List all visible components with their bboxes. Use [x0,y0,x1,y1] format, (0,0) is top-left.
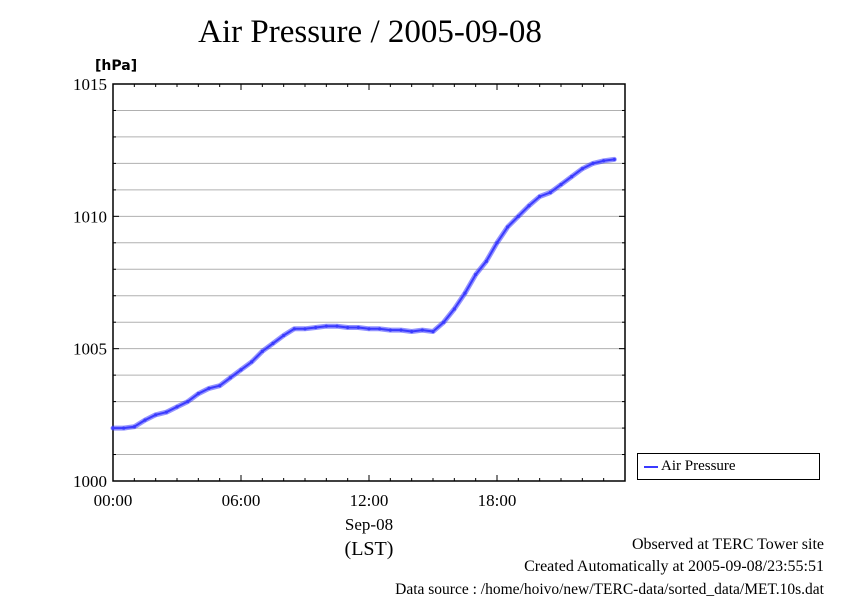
footer-data-source: Data source : /home/hoivo/new/TERC-data/… [395,581,824,598]
series-point [122,426,126,430]
series-point [559,182,563,187]
series-point [591,161,595,165]
series-point [196,392,200,396]
x-axis-timezone-label: (LST) [345,538,394,560]
series-point [410,329,414,334]
plot-frame [112,83,626,482]
series-point [271,341,275,345]
series-point [463,291,467,295]
series-point [335,324,339,328]
series-point [239,368,243,372]
series-point [260,349,264,353]
series-point [474,272,478,277]
series-point [516,214,520,218]
y-tick-label: 1010 [73,207,107,226]
legend-label: Air Pressure [661,458,736,474]
x-tick-label: 18:00 [478,491,517,510]
series-point [111,426,115,430]
x-axis-date-label: Sep-08 [345,515,393,534]
legend-swatch [644,466,658,468]
series-point [314,325,318,330]
series-point [175,405,179,409]
series-point [303,327,307,331]
chart-legend: Air Pressure [637,453,820,480]
series-point [218,384,222,388]
series-point [538,194,542,199]
y-tick-label: 1000 [73,472,107,491]
series-point [602,159,606,163]
series-point [164,410,168,414]
series-point [580,167,584,171]
series-point [356,325,360,330]
series-point [186,400,190,404]
series-point [612,157,616,162]
x-tick-label: 12:00 [350,491,389,510]
series-point [324,324,328,328]
series-point [228,376,232,380]
series-point [484,259,488,263]
series-point [442,320,446,324]
y-tick-label: 1005 [73,340,107,359]
series-point [420,328,424,332]
series-point [431,329,435,334]
series-point [132,425,136,429]
y-tick-label: 1015 [73,75,107,94]
series-point [452,307,456,311]
series-point [207,386,211,390]
series-point [250,360,254,364]
series-point [282,333,286,338]
series-point [495,241,499,245]
footer-created-at: Created Automatically at 2005-09-08/23:5… [524,558,824,575]
series-line [113,158,615,430]
series-point [388,328,392,332]
series-line-halo [110,156,617,431]
series-point [378,327,382,331]
series-point [570,175,574,179]
series-point [154,413,158,417]
series-point [548,190,552,195]
x-tick-label: 00:00 [94,491,133,510]
footer-observed-at: Observed at TERC Tower site [631,536,824,553]
series-point [506,225,510,229]
series-point [527,204,531,208]
series-point [292,327,296,331]
y-axis-unit-label: [hPa] [95,58,137,74]
series-point [399,328,403,332]
chart-title: Air Pressure / 2005-09-08 [198,14,542,50]
x-tick-label: 06:00 [222,491,261,510]
series-point [367,327,371,331]
series-point [346,325,350,330]
series-point [143,418,147,422]
